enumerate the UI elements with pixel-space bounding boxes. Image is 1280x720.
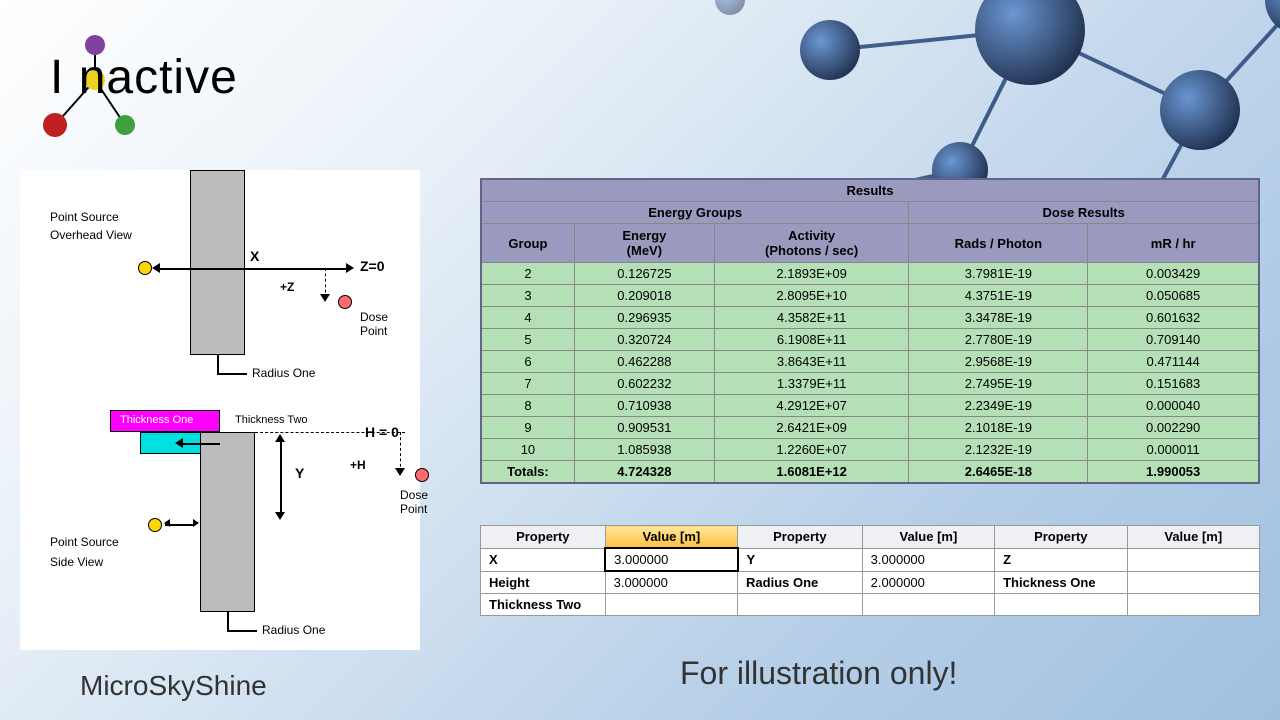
dose-point-side-label: Dose Point — [400, 488, 428, 516]
value-cell[interactable] — [862, 594, 994, 616]
props-body: X3.000000Y3.000000ZHeight3.000000Radius … — [481, 548, 1260, 616]
thickness-two-label: Thickness Two — [235, 414, 308, 426]
prop-cell: X — [481, 548, 606, 571]
table-row: 30.2090182.8095E+104.3751E-190.050685 — [481, 285, 1259, 307]
props-table[interactable]: Property Value [m] Property Value [m] Pr… — [480, 525, 1260, 616]
app-title: MicroSkyShine — [80, 670, 267, 702]
table-row: 60.4622883.8643E+112.9568E-190.471144 — [481, 351, 1259, 373]
value-cell[interactable] — [1127, 548, 1259, 571]
thickness-one-label: Thickness One — [120, 414, 193, 426]
table-row: 101.0859381.2260E+072.1232E-190.000011 — [481, 439, 1259, 461]
props-col-prop-2: Property — [738, 526, 863, 549]
prop-cell — [995, 594, 1127, 616]
totals-row: Totals:4.7243281.6081E+122.6465E-181.990… — [481, 461, 1259, 484]
x-label: X — [250, 248, 259, 264]
props-col-prop-1: Property — [481, 526, 606, 549]
overhead-title-1: Point Source — [50, 210, 119, 224]
col-activity: Activity (Photons / sec) — [714, 224, 909, 263]
value-cell[interactable] — [1127, 594, 1259, 616]
props-row: Thickness Two — [481, 594, 1260, 616]
dose-results-header: Dose Results — [909, 202, 1259, 224]
prop-cell: Thickness One — [995, 571, 1127, 594]
side-title-2: Side View — [50, 555, 103, 569]
props-col-prop-3: Property — [995, 526, 1127, 549]
point-source-icon — [138, 261, 152, 275]
props-row: X3.000000Y3.000000Z — [481, 548, 1260, 571]
logo: I nactive — [20, 20, 280, 145]
plus-z: +Z — [280, 280, 294, 294]
radius-one-label-side: Radius One — [262, 623, 325, 637]
value-cell[interactable] — [1127, 571, 1259, 594]
prop-cell — [738, 594, 863, 616]
col-mrhr: mR / hr — [1088, 224, 1259, 263]
prop-cell: Height — [481, 571, 606, 594]
prop-cell: Y — [738, 548, 863, 571]
point-source-side-icon — [148, 518, 162, 532]
dose-point-icon — [338, 295, 352, 309]
diagram-side: Thickness One Thickness Two H = 0 +H Dos… — [20, 410, 420, 670]
dose-point-side-icon — [415, 468, 429, 482]
table-row: 50.3207246.1908E+112.7780E-190.709140 — [481, 329, 1259, 351]
prop-cell: Thickness Two — [481, 594, 606, 616]
h-label: H = 0 — [365, 424, 399, 440]
value-cell[interactable]: 3.000000 — [862, 548, 994, 571]
props-col-val-2: Value [m] — [862, 526, 994, 549]
value-cell[interactable]: 2.000000 — [862, 571, 994, 594]
props-col-val-3: Value [m] — [1127, 526, 1259, 549]
diagram-panel: Point Source Overhead View X Z=0 +Z Dose… — [20, 170, 420, 650]
value-cell[interactable]: 3.000000 — [605, 571, 737, 594]
col-energy: Energy (MeV) — [574, 224, 714, 263]
value-cell[interactable]: 3.000000 — [605, 548, 737, 571]
dose-point-label: Dose Point — [360, 310, 388, 338]
table-row: 80.7109384.2912E+072.2349E-190.000040 — [481, 395, 1259, 417]
plus-h: +H — [350, 458, 366, 472]
y-label: Y — [295, 465, 304, 481]
diagram-overhead: Point Source Overhead View X Z=0 +Z Dose… — [20, 170, 420, 390]
prop-cell: Radius One — [738, 571, 863, 594]
footer-note: For illustration only! — [680, 655, 957, 692]
table-row: 20.1267252.1893E+093.7981E-190.003429 — [481, 263, 1259, 285]
value-cell[interactable] — [605, 594, 737, 616]
energy-groups-header: Energy Groups — [481, 202, 909, 224]
props-row: Height3.000000Radius One2.000000Thicknes… — [481, 571, 1260, 594]
results-body: 20.1267252.1893E+093.7981E-190.00342930.… — [481, 263, 1259, 484]
results-title: Results — [481, 179, 1259, 202]
z-label: Z=0 — [360, 258, 385, 274]
table-row: 90.9095312.6421E+092.1018E-190.002290 — [481, 417, 1259, 439]
table-row: 70.6022321.3379E+112.7495E-190.151683 — [481, 373, 1259, 395]
col-rads: Rads / Photon — [909, 224, 1088, 263]
col-group: Group — [481, 224, 574, 263]
props-col-val-1: Value [m] — [605, 526, 737, 549]
table-row: 40.2969354.3582E+113.3478E-190.601632 — [481, 307, 1259, 329]
prop-cell: Z — [995, 548, 1127, 571]
side-title-1: Point Source — [50, 535, 119, 549]
radius-one-label-ov: Radius One — [252, 366, 315, 380]
overhead-title-2: Overhead View — [50, 228, 132, 242]
results-table: Results Energy Groups Dose Results Group… — [480, 178, 1260, 484]
